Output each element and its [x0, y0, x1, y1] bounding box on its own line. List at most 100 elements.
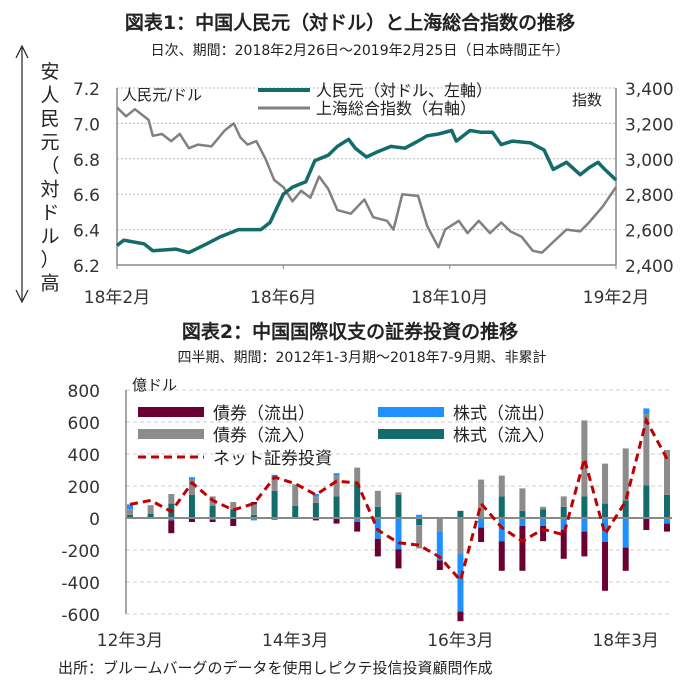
bar-segment	[457, 510, 464, 518]
bar-segment	[519, 526, 526, 571]
bar-segment	[188, 479, 195, 495]
bar-segment	[436, 560, 443, 570]
right-tick-label: 2,400	[625, 257, 674, 277]
bar-segment	[457, 518, 464, 554]
bar-segment	[436, 518, 443, 532]
left-axis-char: ）	[40, 249, 59, 271]
bar-segment	[354, 467, 361, 484]
bar-segment	[230, 518, 237, 526]
bar-segment	[664, 450, 670, 495]
bar-segment	[374, 506, 381, 518]
legend-label: 株式（流出）	[453, 404, 555, 424]
bar-segment	[188, 518, 195, 522]
y-tick-label: -400	[61, 574, 100, 594]
left-axis-char: 対	[40, 179, 59, 201]
x-tick-label: 19年2月	[583, 288, 649, 308]
left-axis-char: ド	[40, 202, 59, 224]
bar-segment	[643, 518, 650, 530]
bar-segment	[333, 518, 340, 524]
bar-segment	[457, 553, 464, 612]
x-tick-label: 14年3月	[262, 631, 328, 651]
x-tick-label: 16年3月	[427, 631, 493, 651]
bar-segment	[540, 526, 547, 542]
legend-swatch	[378, 429, 444, 439]
bar-segment	[333, 473, 340, 476]
bar-segment	[147, 505, 154, 514]
bar-segment	[436, 531, 443, 561]
right-tick-label: 3,200	[625, 115, 674, 135]
bar-segment	[188, 494, 195, 518]
bar-segment	[416, 518, 423, 526]
legend-label: 株式（流入）	[453, 426, 555, 446]
bar-segment	[374, 538, 381, 557]
x-tick-label: 18年6月	[250, 288, 316, 308]
right-tick-label: 3,400	[625, 80, 674, 100]
bar-segment	[664, 523, 670, 532]
bar-segment	[498, 496, 505, 518]
bar-segment	[540, 506, 547, 510]
left-unit-label: 人民元/ドル	[122, 86, 202, 104]
bar-segment	[664, 518, 670, 524]
left-tick-label: 6.6	[73, 186, 100, 206]
bar-segment	[478, 518, 485, 528]
bar-segment	[560, 496, 567, 507]
bar-segment	[127, 514, 133, 518]
bar-segment	[457, 611, 464, 622]
bar-segment	[168, 518, 175, 521]
series-line-cny	[115, 128, 618, 255]
bar-segment	[395, 492, 402, 495]
bar-segment	[188, 477, 195, 480]
x-tick-label: 18年3月	[592, 631, 658, 651]
legend-label: 債券（流出）	[213, 404, 315, 424]
bar-segment	[250, 504, 257, 515]
legend-label: 人民元（対ドル、左軸）	[316, 81, 492, 100]
bar-segment	[478, 527, 485, 542]
net-investment-line	[129, 416, 669, 584]
y-tick-label: 600	[68, 414, 100, 434]
bar-segment	[643, 414, 650, 486]
bar-segment	[602, 542, 609, 591]
bar-segment	[519, 518, 526, 526]
left-tick-label: 6.4	[73, 222, 100, 242]
left-axis-char: 人	[40, 85, 59, 107]
bar-segment	[581, 518, 588, 532]
x-tick-label: 12年3月	[97, 631, 163, 651]
bar-segment	[333, 496, 340, 518]
bar-segment	[395, 518, 402, 550]
y-tick-label: 200	[68, 478, 100, 498]
legend-swatch	[378, 407, 444, 417]
bar-segment	[519, 488, 526, 511]
bar-segment	[498, 475, 505, 497]
bar-segment	[519, 510, 526, 518]
right-unit-label: 指数	[572, 91, 602, 109]
bar-segment	[643, 408, 650, 414]
bar-segment	[664, 494, 670, 518]
bar-segment	[581, 531, 588, 557]
bar-segment	[581, 420, 588, 497]
unit-label: 億ドル	[132, 376, 177, 394]
bar-segment	[622, 518, 629, 548]
arrow-heads	[15, 44, 29, 304]
bar-segment	[250, 514, 257, 518]
bar-segment	[230, 509, 237, 518]
bar-segment	[209, 506, 216, 518]
bar-segment	[312, 518, 319, 521]
bar-segment	[395, 549, 402, 569]
left-tick-label: 6.2	[73, 257, 100, 277]
y-tick-label: 400	[68, 446, 100, 466]
legend-swatch	[138, 407, 204, 417]
bar-segment	[209, 519, 216, 522]
bar-segment	[312, 502, 319, 518]
right-tick-label: 3,000	[625, 151, 674, 171]
bar-segment	[168, 520, 175, 534]
left-axis-char: ル	[40, 226, 59, 248]
bar-segment	[147, 514, 154, 518]
bar-segment	[354, 518, 361, 522]
left-axis-char: 高	[40, 273, 59, 295]
bar-segment	[168, 494, 175, 504]
bar-segment	[354, 483, 361, 518]
chart1-title: 図表1：中国人民元（対ドル）と上海総合指数の推移	[125, 11, 575, 34]
bar-segment	[540, 518, 547, 526]
bar-segment	[622, 500, 629, 518]
